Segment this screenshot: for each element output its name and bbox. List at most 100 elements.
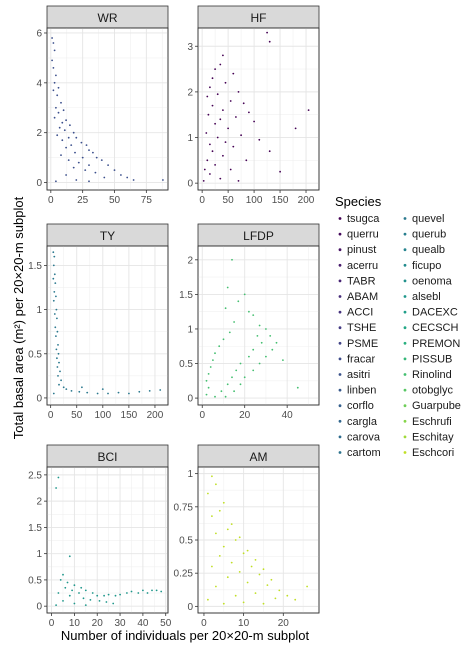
data-point: [296, 386, 299, 389]
data-point: [132, 179, 135, 181]
y-tick-label: 4: [36, 78, 42, 89]
data-point: [237, 91, 240, 93]
y-tick-label: 0.5: [28, 349, 42, 360]
legend-key: [338, 279, 342, 283]
data-point: [209, 173, 211, 175]
data-point: [107, 593, 110, 596]
y-tick-label: 2: [187, 255, 193, 266]
data-point: [55, 106, 57, 109]
data-point: [275, 341, 278, 344]
data-point: [265, 328, 267, 330]
legend-entry: PSME: [338, 338, 378, 350]
legend-entry: Eschrufi: [403, 416, 452, 428]
data-point: [91, 592, 94, 594]
legend-key: [338, 341, 342, 345]
data-point: [240, 134, 243, 137]
data-point: [80, 141, 83, 144]
data-point: [52, 251, 55, 254]
facet-ty: TY 0 50 100 150 200 0 0.5 1 1.5: [28, 223, 169, 421]
legend-label: TABR: [347, 275, 376, 287]
data-point: [248, 355, 250, 358]
data-point: [218, 345, 221, 348]
data-point: [202, 180, 205, 182]
y-tick-label: 0: [187, 179, 193, 190]
data-point: [237, 180, 240, 182]
data-point: [207, 113, 210, 116]
data-point: [127, 392, 130, 395]
data-point: [226, 383, 229, 386]
x-tick-label: 75: [141, 195, 153, 206]
data-point: [80, 586, 83, 589]
data-point: [107, 164, 109, 167]
legend-key: [403, 263, 407, 267]
x-tick-label: 150: [121, 410, 138, 421]
data-point: [78, 592, 80, 594]
data-point: [61, 139, 64, 142]
data-point: [73, 584, 76, 587]
data-point: [222, 338, 225, 341]
data-point: [239, 362, 242, 365]
panel-background: [197, 245, 320, 406]
data-point: [69, 124, 71, 127]
data-point: [92, 151, 94, 154]
y-tick-label: 2: [36, 497, 42, 508]
data-point: [65, 146, 67, 149]
x-tick-label: 0: [49, 618, 55, 629]
data-point: [306, 585, 308, 588]
data-point: [207, 373, 210, 375]
data-point: [207, 598, 209, 601]
legend-key: [338, 419, 342, 423]
data-point: [231, 376, 233, 379]
data-point: [56, 330, 59, 333]
data-point: [222, 501, 225, 504]
x-tick-label: 50: [71, 410, 83, 421]
legend-key: [403, 232, 407, 236]
data-point: [95, 156, 98, 159]
legend-label: otobglyc: [412, 385, 453, 397]
data-point: [307, 109, 310, 111]
data-point: [220, 390, 223, 393]
facet-label: WR: [98, 11, 118, 25]
y-tick-label: 0: [36, 393, 42, 404]
data-point: [130, 590, 133, 593]
legend-label: Eschcori: [412, 447, 454, 459]
data-point: [206, 95, 209, 98]
data-point: [63, 129, 66, 132]
data-point: [81, 156, 84, 159]
legend-label: cargla: [347, 416, 378, 428]
data-point: [126, 592, 128, 594]
data-point: [107, 392, 109, 395]
data-point: [113, 169, 116, 172]
data-point: [55, 335, 57, 337]
data-point: [52, 299, 55, 302]
data-point: [252, 369, 255, 372]
data-point: [53, 273, 56, 276]
data-point: [86, 391, 89, 394]
facet-label: HF: [251, 11, 267, 25]
data-point: [60, 379, 62, 382]
legend-label: Eschrufi: [412, 416, 452, 428]
data-point: [237, 300, 240, 303]
legend-entry: Guarpube: [403, 400, 461, 412]
panel-border: [197, 27, 320, 191]
y-tick-label: 1.5: [28, 261, 42, 272]
legend-key: [338, 310, 342, 314]
legend-entry: ABAM: [338, 291, 378, 303]
data-point: [84, 169, 87, 172]
data-point: [65, 388, 68, 390]
data-point: [279, 170, 281, 173]
data-point: [265, 355, 267, 358]
data-point: [57, 476, 60, 479]
y-tick-label: 2.5: [28, 470, 42, 481]
data-point: [242, 601, 245, 604]
data-point: [238, 536, 241, 539]
legend-label: pinust: [347, 244, 376, 256]
data-point: [59, 370, 61, 373]
legend-key: [403, 279, 407, 283]
data-point: [211, 565, 213, 568]
legend-entry: querub: [403, 229, 446, 241]
data-point: [103, 594, 105, 597]
data-point: [226, 286, 229, 289]
data-point: [53, 49, 56, 52]
data-point: [52, 42, 55, 44]
